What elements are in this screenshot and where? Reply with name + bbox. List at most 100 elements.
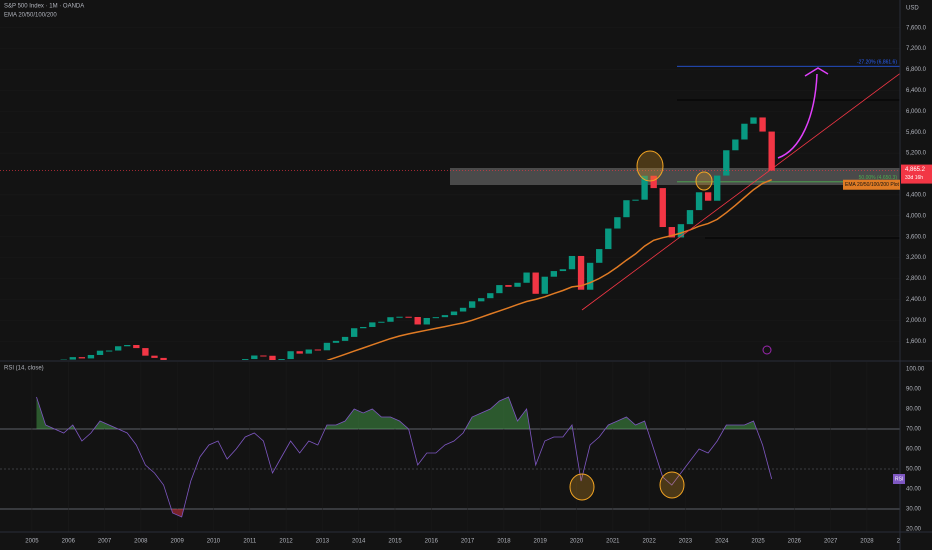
ema-line [326,179,772,360]
time-axis: 2005 2006 2007 2008 2009 2010 2011 2012 2013 2014… [25,539,900,545]
candle [305,349,312,354]
candle [596,249,603,263]
y-tick-label: 90.00 [906,387,922,393]
y-tick-label: 3,600.0 [906,234,927,240]
arrow-head [804,67,829,77]
candle [341,336,349,341]
candle [423,317,430,325]
rsi-drawings [569,471,685,501]
candle [142,348,149,356]
fib-label: -27.20% (6,861.6) [857,60,897,66]
ema-badge: EMA 20/50/100/200 Plot [845,182,900,188]
y-tick-label: 5,200.0 [906,151,927,157]
candle [487,293,494,299]
candle [96,350,104,355]
candle [133,345,140,349]
drawings [581,67,900,355]
y-tick-label: 60.00 [906,447,922,453]
rsi-badge: RSI [895,476,903,482]
y-tick-label: 2,000.0 [906,318,927,324]
x-tick-label: 2024 [715,539,729,545]
candle [750,117,757,124]
highlight-circle [636,150,664,182]
candle [677,224,685,238]
x-tick-label: 2022 [642,539,656,545]
candle [468,301,476,308]
candle [124,345,131,347]
candle [759,117,766,132]
x-tick-label: 2011 [243,539,257,545]
x-tick-label: 2014 [352,539,366,545]
y-tick-label: 7,600.0 [906,25,927,31]
candle [496,285,503,294]
candle [350,328,358,337]
candle [323,342,331,351]
candle [87,354,95,359]
x-tick-label: 2026 [788,539,802,545]
candle [623,200,630,218]
y-tick-label: 6,000.0 [906,109,927,115]
x-tick-label: 2007 [98,539,112,545]
candle [605,228,612,250]
y-tick-label: 6,800.0 [906,67,927,73]
candle [541,276,548,294]
candle [260,355,267,357]
x-tick-label: 2023 [679,539,693,545]
candle [287,351,294,360]
candle [60,359,67,360]
rsi-pane [0,362,900,532]
candle [396,316,403,318]
rsi-title: RSI (14, close) [4,366,44,372]
candle [768,131,775,171]
candle [405,316,412,318]
axes: 7,600.0 7,200.0 6,800.0 6,400.0 6,000.0 5,600… [843,25,932,533]
y-tick-label: 40.00 [906,487,922,493]
x-tick-label: 2013 [316,539,330,545]
candle [114,346,122,351]
ema-badge-bg [843,179,900,190]
candle [278,359,285,360]
y-tick-label: 4,400.0 [906,192,927,198]
candle [714,175,721,201]
candle [632,199,639,201]
x-tick-label: 2006 [62,539,76,545]
countdown: 33d 16h [905,175,923,181]
x-tick-label: 2010 [207,539,221,545]
candle [559,269,567,272]
chart-title: S&P 500 Index · 1M · OANDA [4,4,84,10]
candle [568,255,576,270]
x-tick-label: 2019 [534,539,548,545]
candle [459,307,467,312]
y-tick-label: 4,000.0 [906,213,927,219]
candle [532,272,539,294]
x-tick-label: 2008 [134,539,148,545]
candle [450,311,458,316]
candle [650,175,657,189]
candle [686,210,694,225]
candle [741,123,748,140]
candle [550,271,558,277]
y-tick-label: 50.00 [906,467,922,473]
candle [414,316,421,325]
x-tick-label: 2012 [279,539,293,545]
y-tick-label: 1,600.0 [906,339,927,345]
highlight-circle [659,471,685,499]
x-tick-label: 2020 [570,539,584,545]
y-tick-label: 2,800.0 [906,276,927,282]
candle [641,175,648,200]
rsi-line [36,396,773,518]
last-price-label: 4,865.2 [905,167,926,173]
candle [78,357,86,359]
candle [369,322,376,327]
candle [577,255,585,290]
candle [269,355,276,360]
x-tick-label: 2016 [425,539,439,545]
candle [432,317,440,319]
candle [478,298,485,302]
candle [296,351,303,354]
candle [514,282,521,287]
x-tick-label: 2015 [388,539,402,545]
candle [614,217,621,229]
y-tick-label: 7,200.0 [906,46,927,52]
